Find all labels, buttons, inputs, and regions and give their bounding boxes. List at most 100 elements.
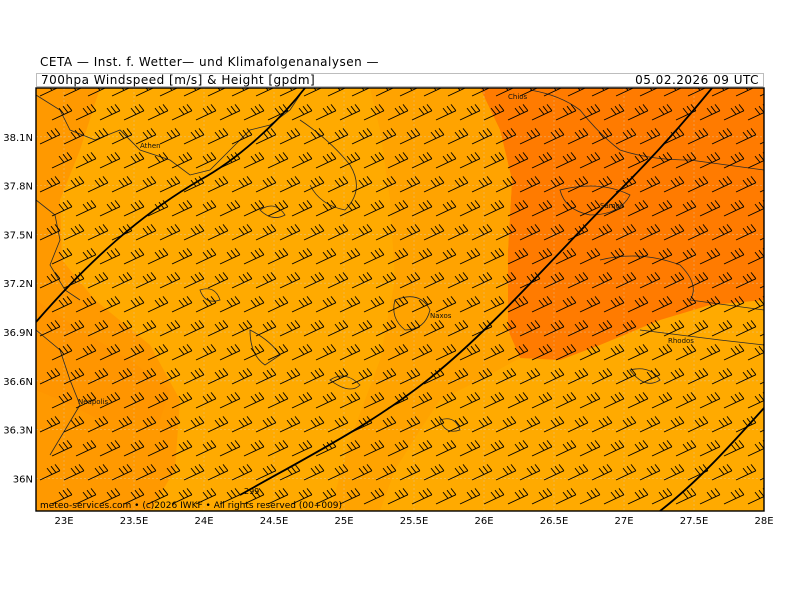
wind-barb [111,128,133,145]
wind-barb [339,104,361,121]
wind-barb [183,224,205,241]
wind-barb [423,368,445,385]
wind-barb [772,296,792,312]
wind-barb [459,440,481,457]
wind-barb [111,416,133,433]
wind-barb [207,368,229,385]
wind-barb [796,104,800,120]
wind-barb [627,344,649,361]
wind-barb [699,344,721,361]
wind-barb [351,224,373,241]
wind-barb [423,176,445,193]
wind-barb [315,296,337,313]
wind-barb [435,440,457,457]
wind-barb [711,272,733,289]
wind-barb [723,392,745,409]
wind-barb [231,128,253,145]
wind-barb [159,272,181,289]
wind-barb [663,224,685,241]
wind-barb [267,104,289,121]
wind-barb [567,416,589,433]
wind-barb [207,128,229,145]
wind-barb [387,488,409,505]
wind-barb [592,512,612,528]
wind-barb [555,104,577,121]
contour-south [659,407,764,511]
wind-barb [520,512,540,528]
wind-barb [99,104,121,121]
wind-barb [327,368,349,385]
wind-barb [711,176,733,193]
wind-barb [399,88,419,97]
wind-barb [507,200,529,217]
wind-barb [399,416,421,433]
wind-barb [639,128,661,145]
wind-barb [531,152,553,169]
wind-barb [796,344,800,360]
header-institute: CETA — Inst. f. Wetter— und Klimafolgena… [40,55,380,69]
wind-barb [675,344,697,361]
wind-barb [387,344,409,361]
wind-barb [747,248,764,265]
wind-barb [159,368,181,385]
wind-barb [507,104,529,121]
wind-barb [399,224,421,241]
wind-barb [231,320,253,337]
wind-barb [735,128,757,145]
wind-barb [160,512,180,528]
wind-barb [435,344,457,361]
wind-barb [448,512,468,528]
wind-barb [784,272,800,288]
wind-barb [435,104,457,121]
wind-barb [615,176,637,193]
map-frame [35,87,765,512]
y-tick-label: 36.3N [3,426,33,437]
wind-barb [147,152,169,169]
wind-barb [195,104,217,121]
wind-barb [39,272,61,289]
wind-barb [747,152,764,169]
wind-barb [519,176,541,193]
y-tick-label: 37.2N [3,279,33,290]
wind-barb [735,368,757,385]
wind-barb [496,512,516,528]
x-tick-label: 28E [754,516,773,527]
wind-barb [123,392,145,409]
wind-barb [471,272,493,289]
wind-barb [195,392,217,409]
wind-barb [772,152,792,168]
wind-barb [747,440,764,457]
wind-barb [567,272,589,289]
wind-barb [243,200,265,217]
wind-barb [123,104,145,121]
wind-barb [399,368,421,385]
wind-barb [99,392,121,409]
wind-barb [135,176,157,193]
y-tick-label: 38.1N [3,133,33,144]
map-datetime: 05.02.2026 09 UTC [635,73,759,87]
wind-barb [471,128,493,145]
wind-barb [699,104,721,121]
wind-barb [555,440,577,457]
wind-barb [351,176,373,193]
wind-barb [699,440,721,457]
wind-barb [111,368,133,385]
wind-barb [435,296,457,313]
wind-barb [375,88,395,97]
map-plot-area [36,88,800,528]
wind-barb [315,248,337,265]
wind-fill-west-core [36,300,170,420]
wind-barb [219,392,241,409]
wind-barb [531,488,553,505]
wind-barb [255,176,277,193]
wind-barb [231,224,253,241]
wind-barb [135,88,155,97]
wind-barb [88,512,108,528]
wind-barb [411,344,433,361]
wind-barb [591,224,613,241]
wind-barb [627,440,649,457]
wind-barb [507,344,529,361]
wind-barb [291,344,313,361]
wind-barb [171,488,193,505]
